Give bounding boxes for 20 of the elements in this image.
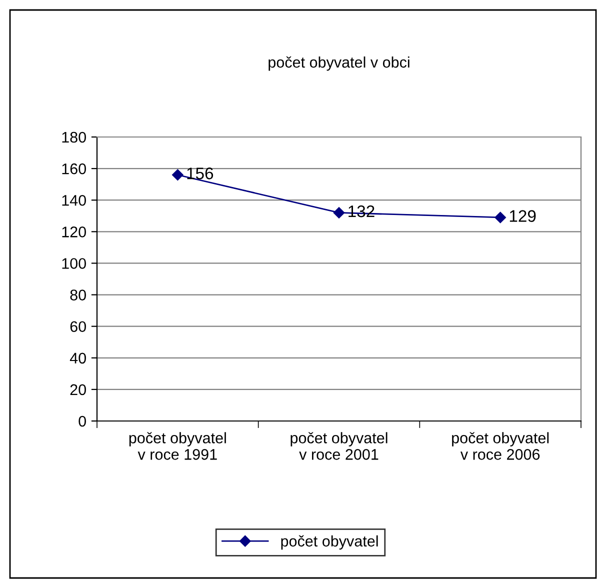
point xyxy=(333,207,345,218)
chart-title: počet obyvatel v obci xyxy=(268,56,410,71)
y-tick-label: 80 xyxy=(70,290,86,300)
y-tick-label: 40 xyxy=(70,352,86,364)
y-tick-label: 180 xyxy=(62,132,86,143)
x-tick-label: počet obyvatel v roce 2006 xyxy=(452,432,549,460)
point xyxy=(494,212,506,224)
x-tick-label: počet obyvatel v roce 1991 xyxy=(129,432,226,460)
y-tick-label: 100 xyxy=(62,258,86,269)
point xyxy=(172,169,184,180)
data-label: 129 xyxy=(510,210,536,222)
y-tick-label: 60 xyxy=(70,321,86,332)
data-label: 156 xyxy=(187,168,214,180)
y-tick-label: 0 xyxy=(78,416,86,427)
y-tick-label: 120 xyxy=(62,226,86,238)
y-tick-label: 140 xyxy=(62,194,86,206)
x-tick-label: počet obyvatel v roce 2001 xyxy=(290,432,388,460)
legend-label: počet obyvatel xyxy=(281,535,378,550)
y-tick-label: 160 xyxy=(62,163,86,174)
y-tick-label: 20 xyxy=(70,384,86,396)
